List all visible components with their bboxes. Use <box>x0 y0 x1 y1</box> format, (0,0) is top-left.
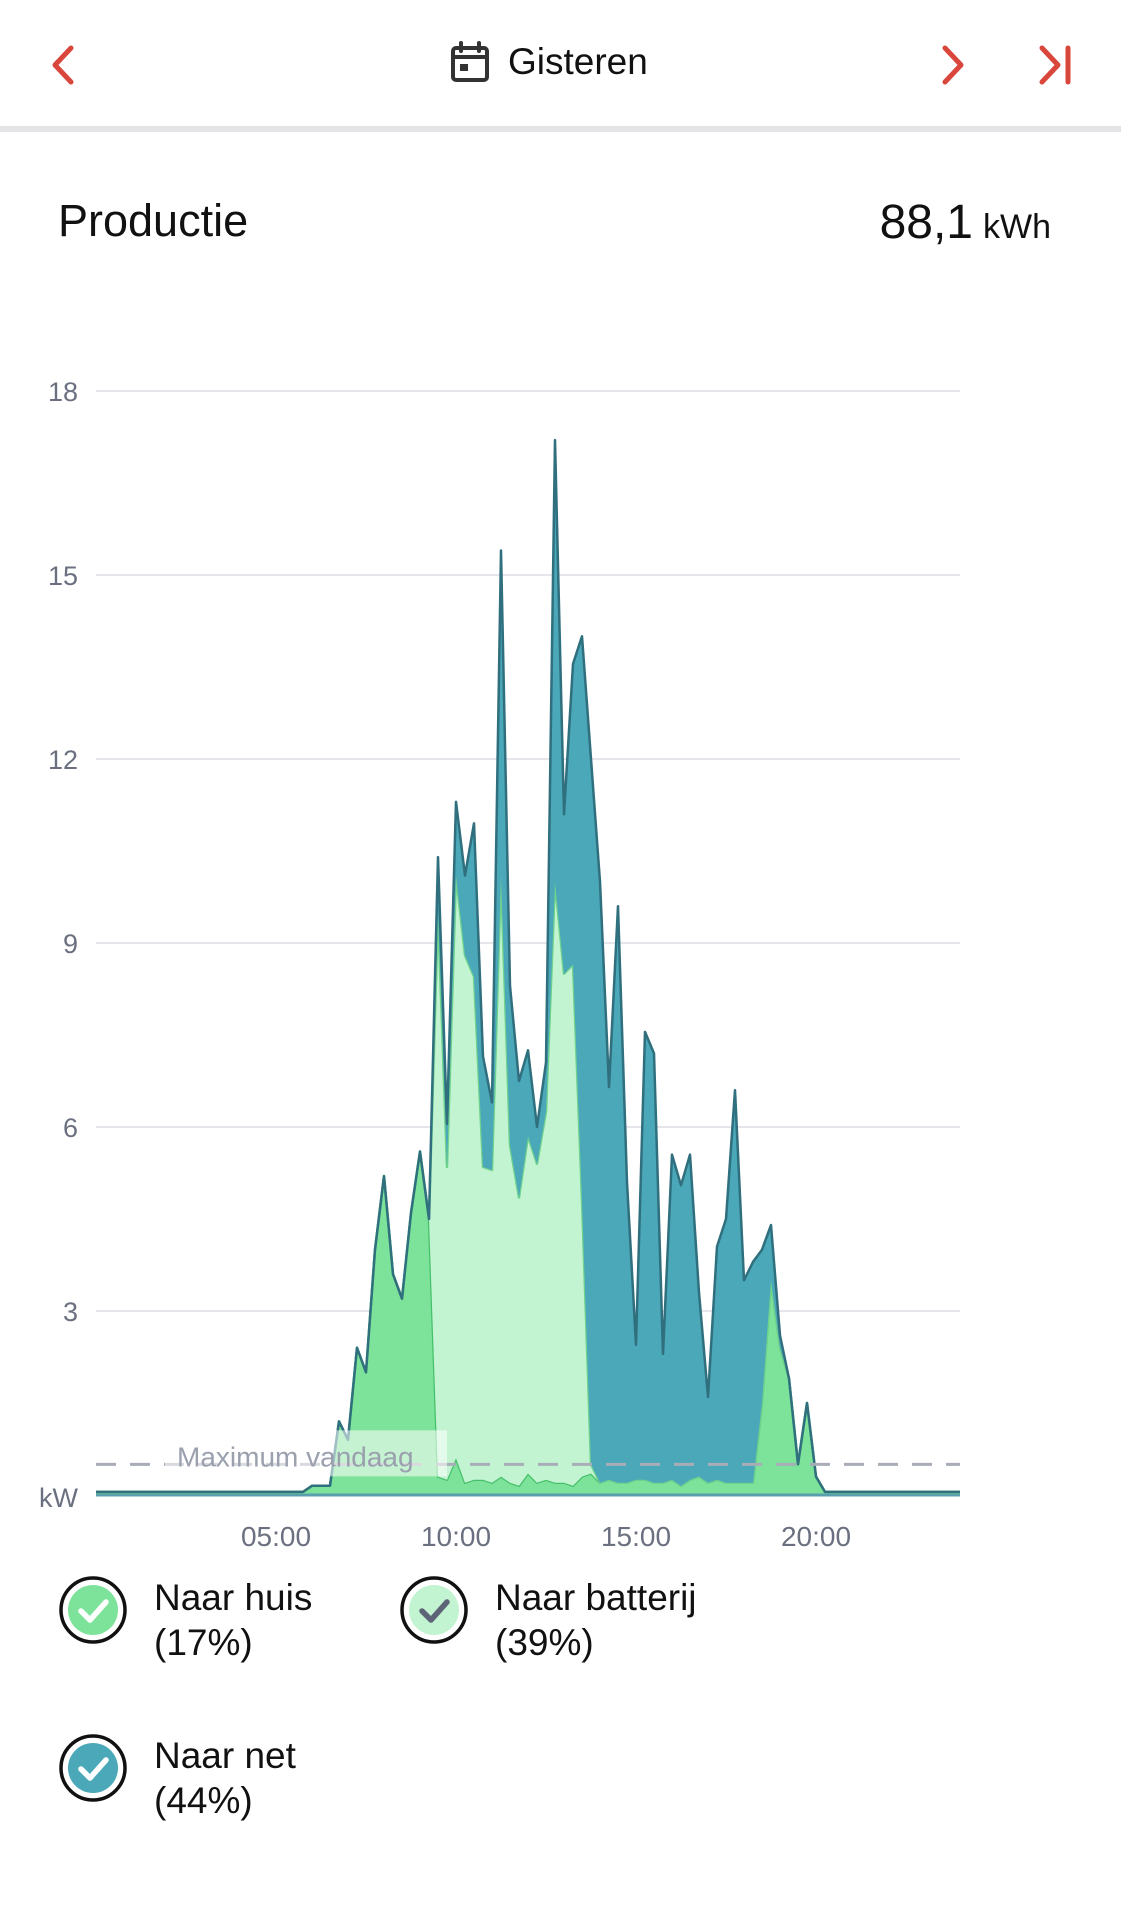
y-tick-label: 15 <box>48 561 78 591</box>
legend-label: Naar huis (17%) <box>154 1577 313 1663</box>
total-value: 88,1 <box>879 196 973 249</box>
check-circle-icon <box>59 1734 127 1802</box>
next-day-button[interactable] <box>918 30 988 100</box>
legend-swatch <box>68 1585 118 1635</box>
production-header: Productie 88,1 kWh <box>58 195 1051 255</box>
date-label: Gisteren <box>508 41 648 82</box>
chevron-right-icon <box>942 45 964 85</box>
x-tick-label: 05:00 <box>241 1521 311 1552</box>
calendar-icon <box>450 41 490 83</box>
series-area <box>96 875 960 1492</box>
reference-label-bg <box>165 1430 447 1477</box>
skip-to-last-icon <box>1039 45 1071 85</box>
legend-label: Naar net (44%) <box>154 1735 296 1821</box>
date-selector[interactable]: Gisteren <box>450 32 648 92</box>
top-bar: Gisteren <box>0 0 1121 132</box>
y-tick-label: 12 <box>48 745 78 775</box>
last-day-button[interactable] <box>1020 30 1090 100</box>
x-tick-label: 10:00 <box>421 1521 491 1552</box>
check-circle-icon <box>400 1576 468 1644</box>
reference-line-label: Maximum vandaag <box>177 1441 414 1472</box>
legend-label: Naar batterij (39%) <box>495 1577 697 1663</box>
total-unit: kWh <box>983 208 1051 246</box>
legend-item-naar-huis[interactable]: Naar huis (17%) <box>58 1575 312 1665</box>
y-tick-label: 9 <box>63 929 78 959</box>
legend-swatch <box>68 1743 118 1793</box>
legend-item-naar-net[interactable]: Naar net (44%) <box>58 1733 296 1823</box>
y-tick-label: 3 <box>63 1297 78 1327</box>
y-tick-label: 6 <box>63 1113 78 1143</box>
total-production: 88,1 kWh <box>880 195 1051 250</box>
previous-day-button[interactable] <box>28 30 98 100</box>
y-tick-label: 18 <box>48 377 78 407</box>
legend-item-naar-batterij[interactable]: Naar batterij (39%) <box>399 1575 697 1665</box>
page-title: Productie <box>58 195 249 246</box>
series-line <box>96 438 960 1494</box>
y-unit-label: kW <box>39 1483 79 1513</box>
chevron-left-icon <box>52 45 74 85</box>
x-tick-label: 15:00 <box>601 1521 671 1552</box>
production-chart: 18 15 12 9 6 3 Maximum vandaag kW 05:00 10:00 15:0… <box>39 377 960 1552</box>
x-tick-label: 20:00 <box>781 1521 851 1552</box>
legend-swatch <box>409 1585 459 1635</box>
check-circle-icon <box>59 1576 127 1644</box>
